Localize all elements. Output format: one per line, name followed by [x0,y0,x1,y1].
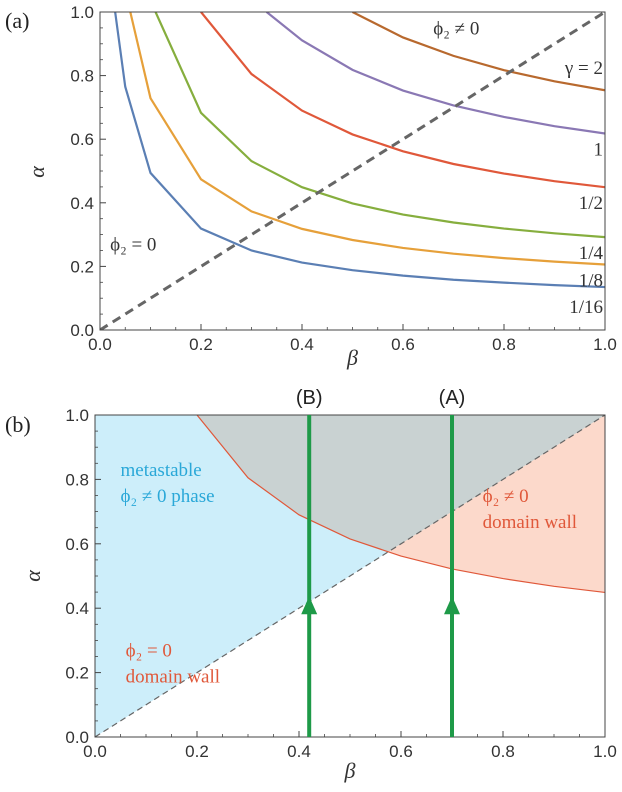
region-label-1-line-0: ϕ₂ ≠ 0 [483,486,529,507]
panel-a-series [100,12,605,330]
panel-a-label: (a) [5,8,29,33]
series-label-5: γ = 2 [564,58,603,79]
series-line-5 [352,12,605,92]
panel-a-y-tick-label: 0.8 [70,67,94,86]
panel-a-y-tick-label: 0.4 [70,194,94,213]
panel-b-y-axis-label: α [20,570,45,582]
series-line-0 [114,12,605,289]
panel-b-x-tick-label: 0.8 [491,742,515,761]
panel-b-y-tick-label: 0.4 [65,599,89,618]
annotation-0: ϕ₂ ≠ 0 [433,18,479,39]
panel-b-ticks: 0.0 0.2 0.4 0.6 0.8 1.0 0.0 0.2 0.4 0.6 0.8 1.0 [65,406,616,761]
panel-a-ticks: 0.0 0.2 0.4 0.6 0.8 1.0 0.0 0.2 0.4 0.6 0.8 1.0 [70,3,616,354]
series-label-1: 1/8 [579,270,603,291]
panel-b-y-tick-label: 1.0 [65,406,89,425]
region-label-0-line-1: ϕ₂ ≠ 0 phase [121,486,215,507]
panel-b-x-tick-label: 0.4 [287,742,311,761]
panel-a-frame [99,11,606,331]
diagonal-line [95,415,605,737]
series-label-4: 1 [594,139,604,160]
panel-b-y-tick-label: 0.8 [65,470,89,489]
series-label-2: 1/4 [579,243,604,264]
panel-a-x-tick-label: 0.4 [290,335,314,354]
panel-b-y-tick-label: 0.6 [65,535,89,554]
arrow-label-0: (B) [296,387,323,409]
panel-a-x-tick-label: 0.6 [391,335,415,354]
series-line-3 [200,12,605,189]
panel-a-x-tick-label: 0.0 [88,335,112,354]
series-line-1 [129,12,605,266]
panel-b-x-tick-label: 0.0 [83,742,107,761]
panel-a-annotations: ϕ₂ ≠ 0 ϕ₂ = 0 [110,18,479,255]
series-label-0: 1/16 [569,297,603,318]
panel-a-y-tick-label: 0.0 [70,321,94,340]
panel-b-x-tick-label: 0.6 [389,742,413,761]
panel-a-y-tick-label: 0.6 [70,130,94,149]
panel-a-y-axis-label: α [24,166,49,178]
panel-a-x-axis-label: β [346,345,358,370]
chart-panel-b: 0.0 0.2 0.4 0.6 0.8 1.0 0.0 0.2 0.4 0.6 0.8 1.0 (B)… [5,387,617,783]
panel-b-x-tick-label: 1.0 [593,742,617,761]
panel-a-x-tick-label: 0.2 [189,335,213,354]
panel-b-x-tick-label: 0.2 [185,742,209,761]
panel-a-series-labels: 1/16 1/8 1/4 1/2 1 γ = 2 [564,58,604,318]
chart-panel-a: 0.0 0.2 0.4 0.6 0.8 1.0 0.0 0.2 0.4 0.6 0.8 1.0 1/1… [5,3,617,370]
panel-b-x-axis-label: β [344,758,356,783]
region-label-1-line-1: domain wall [483,512,577,533]
panel-b-y-tick-label: 0.0 [65,728,89,747]
panel-a-y-tick-label: 1.0 [70,3,94,22]
panel-b-region-labels: metastable ϕ₂ ≠ 0 phase ϕ₂ ≠ 0 domain wall ϕ… [121,460,578,687]
overlap-region [197,415,605,552]
panel-b-arrows: (B) (A) [296,387,465,737]
annotation-1: ϕ₂ = 0 [110,235,156,256]
arrow-head-1 [444,596,460,615]
series-line-2 [154,12,605,239]
panel-a-x-tick-label: 0.8 [492,335,516,354]
phase-boundary-diagonal-line [100,12,605,330]
series-line-4 [265,12,605,135]
panel-a-y-tick-label: 0.2 [70,257,94,276]
boundary-curve [196,415,605,594]
panel-b-y-tick-label: 0.2 [65,664,89,683]
panel-b-regions [95,415,605,737]
arrow-head-0 [301,596,318,615]
region-label-2-line-0: ϕ₂ = 0 [126,641,172,662]
arrow-label-1: (A) [439,387,466,409]
panel-b-label: (b) [5,412,31,437]
series-label-3: 1/2 [579,193,603,214]
region-label-0-line-0: metastable [121,460,202,481]
region-label-2-line-1: domain wall [126,667,220,688]
panel-a-x-tick-label: 1.0 [593,335,617,354]
